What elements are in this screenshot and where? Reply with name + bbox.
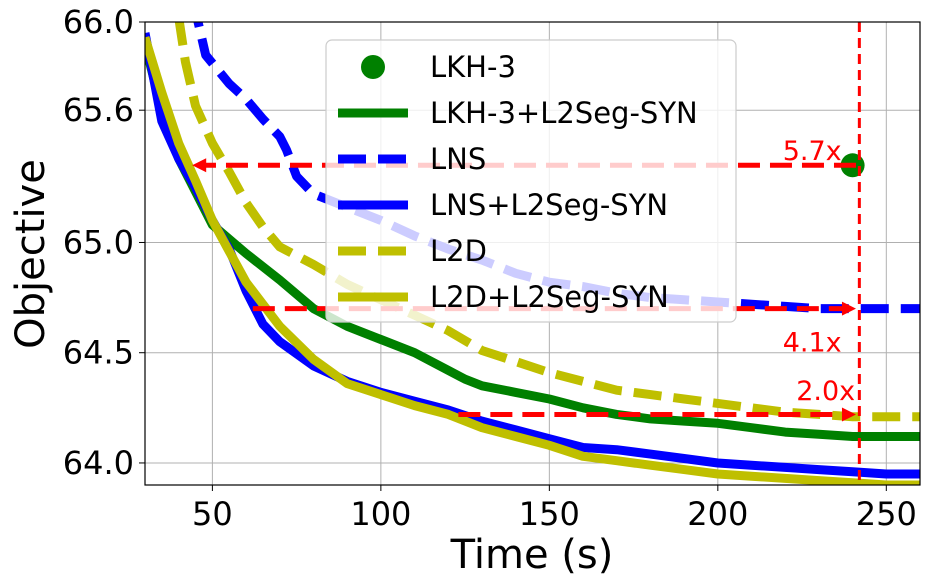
legend-label: L2D (430, 234, 487, 268)
y-tick-label: 65.6 (63, 91, 134, 129)
l2d-l2seg-syn-line (145, 36, 920, 485)
l2d-line (174, 22, 920, 422)
legend-entry-lns-l2seg-syn: LNS+L2Seg-SYN (338, 188, 668, 222)
speedup-label: 2.0x (796, 376, 855, 407)
y-tick-label: 64.5 (63, 334, 134, 372)
x-tick-label: 50 (192, 495, 233, 533)
lkh-3-l2seg-syn-line (145, 42, 920, 441)
legend-entry-l2d: L2D (338, 234, 487, 268)
legend-entry-lns: LNS (338, 142, 486, 176)
plot-frame (144, 21, 921, 486)
x-tick-label: 250 (856, 495, 917, 533)
legend-label: LKH-3+L2Seg-SYN (430, 96, 698, 130)
x-tick-label: 100 (350, 495, 411, 533)
y-tick-label: 65.0 (63, 223, 134, 261)
x-axis: 50 100 150 200 250 (192, 485, 917, 533)
speedup-arrow-head (841, 301, 856, 316)
x-axis-title: Time (s) (450, 532, 614, 578)
x-tick-label: 200 (687, 495, 748, 533)
legend-entry-l2d-l2seg-syn: L2D+L2Seg-SYN (338, 280, 669, 314)
speedup-label: 4.1x (783, 328, 842, 359)
speedup-arrow-head (841, 407, 856, 422)
lns-line (193, 22, 920, 314)
speedup-label: 5.7x (783, 136, 842, 167)
speedup-arrow-head (192, 158, 207, 173)
legend: LKH-3 LKH-3+L2Seg-SYN LNS LNS+L2Seg-SYN L2D L… (325, 39, 737, 323)
legend-label: LNS (430, 142, 486, 176)
legend-label: LNS+L2Seg-SYN (430, 188, 668, 222)
y-tick-label: 66.0 (63, 3, 134, 41)
legend-frame (325, 39, 737, 323)
y-tick-label: 64.0 (63, 444, 134, 482)
legend-swatch (361, 55, 385, 79)
x-tick-label: 150 (519, 495, 580, 533)
legend-label: LKH-3 (430, 50, 516, 84)
y-axis: 64.0 64.5 65.0 65.6 66.0 (63, 3, 145, 482)
legend-entry-lkh-3: LKH-3 (361, 50, 516, 84)
legend-entry-lkh-3-l2seg-syn: LKH-3+L2Seg-SYN (338, 96, 698, 130)
y-axis-title: Objective (8, 159, 54, 349)
legend-label: L2D+L2Seg-SYN (430, 280, 669, 314)
